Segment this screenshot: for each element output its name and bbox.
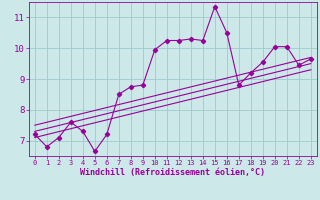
X-axis label: Windchill (Refroidissement éolien,°C): Windchill (Refroidissement éolien,°C) (80, 168, 265, 177)
